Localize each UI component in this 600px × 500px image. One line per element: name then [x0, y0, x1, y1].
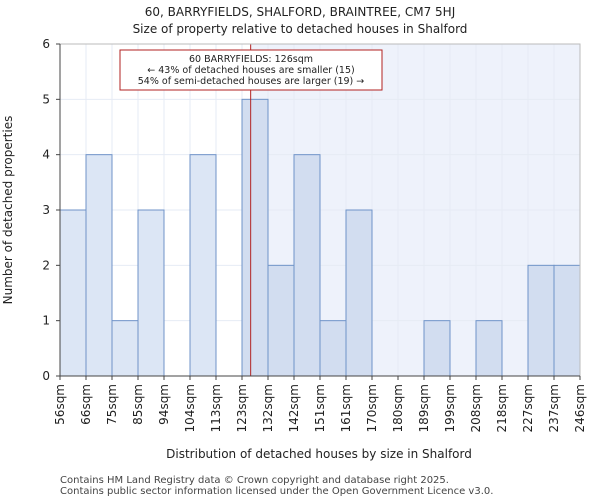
bar-132sqm [267, 264, 295, 377]
x-tick-label-189sqm: 189sqm [417, 384, 431, 432]
x-tick-label-237sqm: 237sqm [547, 384, 561, 432]
bar-56sqm [59, 209, 87, 377]
y-tick-label: 2 [42, 258, 50, 272]
x-tick-label-246sqm: 246sqm [573, 384, 587, 432]
x-tick-label-85sqm: 85sqm [131, 384, 145, 425]
annotation-box-frame [119, 49, 383, 91]
x-tick-label-113sqm: 113sqm [209, 384, 223, 432]
x-tick-label-170sqm: 170sqm [365, 384, 379, 432]
x-tick-label-132sqm: 132sqm [261, 384, 275, 432]
bar-208sqm [475, 320, 503, 377]
y-axis-label: Number of detached properties [1, 116, 15, 305]
x-axis-label: Distribution of detached houses by size … [166, 447, 472, 461]
x-tick-label-142sqm: 142sqm [287, 384, 301, 432]
y-tick-label: 0 [42, 369, 50, 383]
y-tick-label: 1 [42, 314, 50, 328]
x-tick-label-180sqm: 180sqm [391, 384, 405, 432]
y-tick-label: 3 [42, 203, 50, 217]
bar-75sqm [111, 320, 139, 377]
chart-title-line1: 60, BARRYFIELDS, SHALFORD, BRAINTREE, CM… [145, 5, 456, 19]
y-tick-label: 6 [42, 37, 50, 51]
bar-151sqm [319, 320, 347, 377]
annotation-box: 60 BARRYFIELDS: 126sqm ← 43% of detached… [119, 49, 383, 91]
bar-227sqm [527, 264, 555, 377]
footer-line1: Contains HM Land Registry data © Crown c… [60, 475, 449, 486]
bar-66sqm [85, 154, 113, 377]
annotation-line2: ← 43% of detached houses are smaller (15… [147, 65, 354, 76]
chart-title-line2: Size of property relative to detached ho… [133, 22, 468, 36]
x-tick-label-218sqm: 218sqm [495, 384, 509, 432]
bar-189sqm [423, 320, 451, 377]
bars [59, 98, 581, 377]
annotation-line3: 54% of semi-detached houses are larger (… [138, 76, 365, 87]
x-tick-label-56sqm: 56sqm [53, 384, 67, 425]
footer-line2: Contains public sector information licen… [60, 486, 493, 497]
x-tick-label-66sqm: 66sqm [79, 384, 93, 425]
x-tick-label-123sqm: 123sqm [235, 384, 249, 432]
bar-85sqm [137, 209, 165, 377]
x-tick-label-94sqm: 94sqm [157, 384, 171, 425]
bar-123sqm [241, 98, 269, 377]
bar-142sqm [293, 154, 321, 377]
x-tick-labels: 56sqm 66sqm 75sqm 85sqm 94sqm 104sqm 113sqm 123… [53, 376, 587, 432]
x-tick-label-75sqm: 75sqm [105, 384, 119, 425]
bar-237sqm [553, 264, 581, 377]
y-tick-label: 4 [42, 148, 50, 162]
x-tick-label-161sqm: 161sqm [339, 384, 353, 432]
x-tick-label-227sqm: 227sqm [521, 384, 535, 432]
x-tick-label-199sqm: 199sqm [443, 384, 457, 432]
x-tick-label-104sqm: 104sqm [183, 384, 197, 432]
annotation-line1: 60 BARRYFIELDS: 126sqm [189, 54, 313, 65]
y-tick-label: 5 [42, 92, 50, 106]
y-tick-labels: 0 1 2 3 4 5 6 [42, 37, 60, 383]
bar-104sqm [189, 154, 217, 377]
x-tick-label-151sqm: 151sqm [313, 384, 327, 432]
x-tick-label-208sqm: 208sqm [469, 384, 483, 432]
bar-161sqm [345, 209, 373, 377]
